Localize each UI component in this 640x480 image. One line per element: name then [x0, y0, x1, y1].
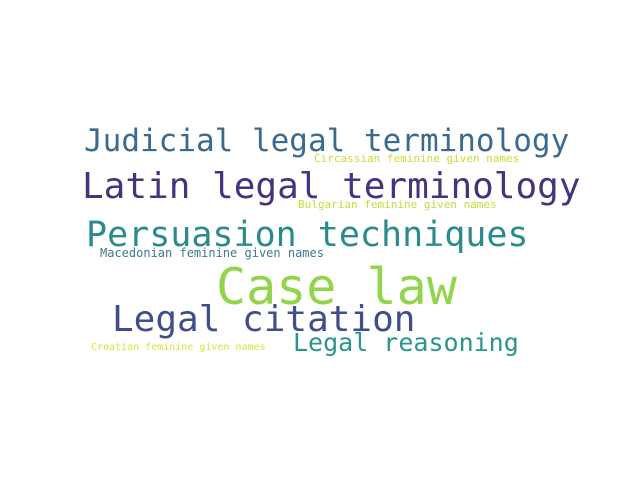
- word-latin-legal-terminology: Latin legal terminology: [82, 166, 581, 207]
- word-circassian-feminine-given-names: Circassian feminine given names: [314, 152, 520, 165]
- word-bulgarian-feminine-given-names: Bulgarian feminine given names: [298, 198, 497, 211]
- word-macedonian-feminine-given-names: Macedonian feminine given names: [100, 246, 324, 260]
- word-legal-reasoning: Legal reasoning: [293, 328, 519, 357]
- word-judicial-legal-terminology: Judicial legal terminology: [84, 123, 570, 159]
- word-case-law: Case law: [216, 258, 457, 316]
- word-legal-citation: Legal citation: [112, 299, 416, 340]
- word-persuasion-techniques: Persuasion techniques: [86, 215, 529, 255]
- word-croatian-feminine-given-names: Croatian feminine given names: [91, 342, 266, 353]
